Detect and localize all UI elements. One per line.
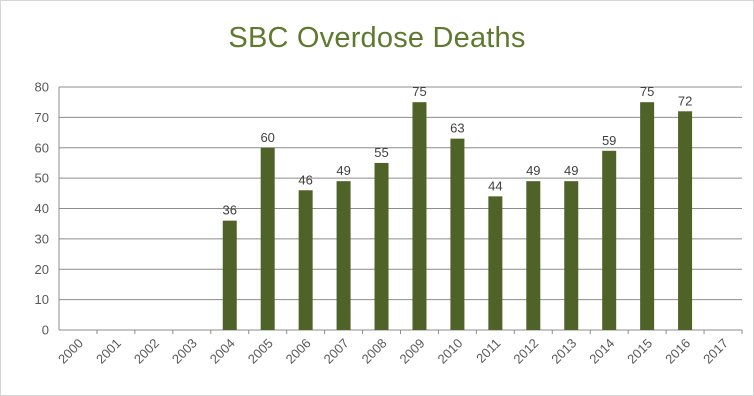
bar <box>488 196 503 330</box>
bar <box>526 181 541 330</box>
data-label: 49 <box>526 163 540 178</box>
bar <box>678 111 693 330</box>
y-tick-label: 60 <box>35 140 49 155</box>
data-label: 49 <box>564 163 578 178</box>
data-label: 60 <box>260 130 274 145</box>
data-label: 49 <box>336 163 350 178</box>
x-tick-label: 2016 <box>662 336 693 367</box>
y-tick-label: 30 <box>35 231 49 246</box>
x-tick-label: 2005 <box>245 336 276 367</box>
x-tick-label: 2015 <box>624 336 655 367</box>
chart-title: SBC Overdose Deaths <box>228 22 526 54</box>
x-tick-label: 2007 <box>321 336 352 367</box>
y-tick-label: 50 <box>35 171 49 186</box>
x-tick-label: 2013 <box>548 336 579 367</box>
x-tick-label: 2004 <box>207 336 238 367</box>
y-tick-label: 70 <box>35 110 49 125</box>
bar <box>640 102 655 330</box>
bar <box>260 147 275 330</box>
bar <box>374 162 389 330</box>
bar <box>564 181 579 330</box>
x-tick-label: 2008 <box>359 336 390 367</box>
bar <box>222 220 237 330</box>
data-label: 63 <box>450 121 464 136</box>
y-tick-label: 0 <box>42 323 49 338</box>
x-tick-label: 2012 <box>510 336 541 367</box>
y-tick-label: 20 <box>35 262 49 277</box>
y-tick-label: 10 <box>35 292 49 307</box>
data-label: 46 <box>298 172 312 187</box>
data-label: 55 <box>374 145 388 160</box>
bar <box>450 138 465 330</box>
x-tick-label: 2001 <box>93 336 124 367</box>
data-label: 59 <box>602 133 616 148</box>
data-label: 72 <box>678 93 692 108</box>
data-label: 75 <box>412 84 426 99</box>
bar <box>412 102 427 330</box>
y-tick-label: 80 <box>35 80 49 95</box>
bar <box>602 150 617 330</box>
data-label: 75 <box>640 84 654 99</box>
x-tick-label: 2006 <box>283 336 314 367</box>
x-tick-label: 2003 <box>169 336 200 367</box>
x-tick-label: 2010 <box>434 336 465 367</box>
x-tick-label: 2009 <box>397 336 428 367</box>
data-label: 36 <box>223 203 237 218</box>
x-tick-label: 2011 <box>473 336 503 366</box>
x-tick-label: 2017 <box>700 336 731 367</box>
bar <box>298 190 313 330</box>
x-tick-label: 2002 <box>131 336 162 367</box>
y-tick-label: 40 <box>35 201 49 216</box>
x-tick-label: 2000 <box>55 336 86 367</box>
data-label: 44 <box>488 178 502 193</box>
x-tick-label: 2014 <box>586 336 617 367</box>
bar <box>336 181 351 330</box>
